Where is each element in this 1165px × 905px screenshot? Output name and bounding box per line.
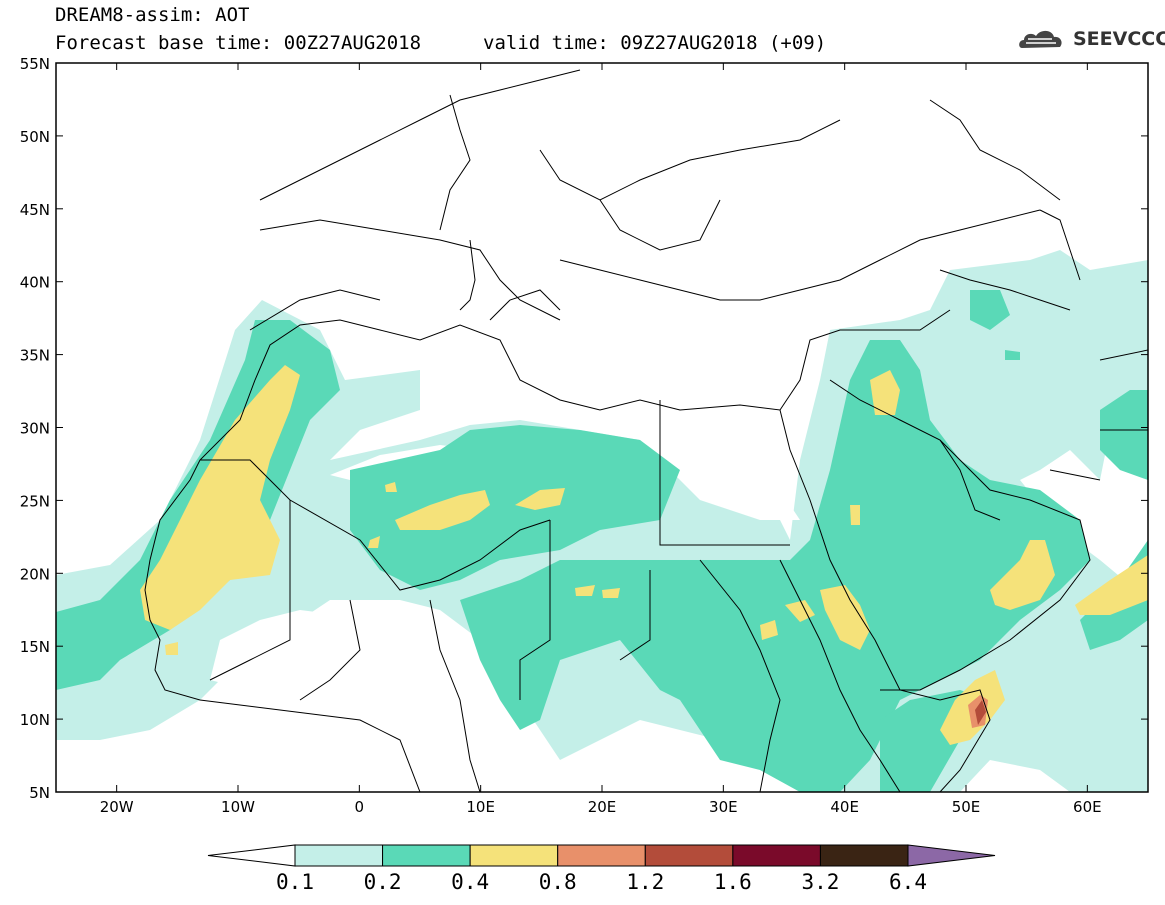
cloud-logo-icon bbox=[1019, 30, 1062, 48]
lat-label: 5N bbox=[29, 784, 50, 802]
colorbar-label: 6.4 bbox=[889, 870, 927, 894]
lon-label: 50E bbox=[952, 798, 981, 816]
lat-label: 40N bbox=[20, 274, 50, 292]
lat-label: 15N bbox=[20, 638, 50, 656]
colorbar-box bbox=[732, 844, 821, 867]
lat-label: 45N bbox=[20, 201, 50, 219]
latitude-axis: 55N 50N 45N 40N 35N 30N 25N 20N 15N 10N 5N bbox=[20, 55, 1148, 802]
lon-label: 60E bbox=[1073, 798, 1102, 816]
lat-label: 10N bbox=[20, 711, 50, 729]
colorbar-box bbox=[557, 844, 646, 867]
longitude-axis: 20W 10W 0 10E 20E 30E 40E 50E 60E bbox=[100, 63, 1102, 816]
colorbar-box bbox=[819, 844, 909, 867]
colorbar-label: 1.2 bbox=[626, 870, 665, 894]
lon-label: 20W bbox=[100, 798, 134, 816]
colorbar-label: 1.6 bbox=[713, 870, 752, 894]
lon-label: 10W bbox=[221, 798, 255, 816]
colorbar-label: 3.2 bbox=[801, 870, 840, 894]
lon-label: 30E bbox=[709, 798, 738, 816]
lat-label: 50N bbox=[20, 128, 50, 146]
colorbar-label: 0.4 bbox=[451, 870, 490, 894]
colorbar-box bbox=[382, 844, 471, 867]
lat-label: 55N bbox=[20, 55, 50, 73]
lon-label: 40E bbox=[830, 798, 859, 816]
lon-label: 10E bbox=[466, 798, 495, 816]
logo-text: SEEVCCC bbox=[1073, 28, 1165, 50]
lon-label: 0 bbox=[355, 798, 365, 816]
colorbar-label: 0.2 bbox=[363, 870, 402, 894]
colorbar-max-triangle bbox=[907, 844, 996, 867]
forecast-base-time: Forecast base time: 00Z27AUG2018 bbox=[55, 32, 422, 54]
colorbar-box bbox=[644, 844, 734, 867]
colorbar-box bbox=[469, 844, 559, 867]
lat-label: 20N bbox=[20, 565, 50, 583]
aot-band-0.8-1.6 bbox=[968, 695, 988, 728]
lat-label: 30N bbox=[20, 420, 50, 438]
lat-label: 25N bbox=[20, 492, 50, 510]
colorbar-label: 0.1 bbox=[276, 870, 314, 894]
aot-shading bbox=[56, 250, 1148, 792]
colorbar-box bbox=[294, 844, 384, 867]
aot-band-0.4-0.8 bbox=[140, 365, 1148, 745]
coastlines-and-borders bbox=[144, 69, 1148, 792]
lon-label: 20E bbox=[588, 798, 617, 816]
map-title: DREAM8-assim: AOT bbox=[55, 4, 250, 26]
colorbar-label: 0.8 bbox=[538, 870, 577, 894]
lat-label: 35N bbox=[20, 347, 50, 365]
valid-time: valid time: 09Z27AUG2018 (+09) bbox=[483, 32, 827, 54]
colorbar-min-triangle bbox=[207, 844, 296, 867]
colorbar bbox=[207, 844, 996, 867]
